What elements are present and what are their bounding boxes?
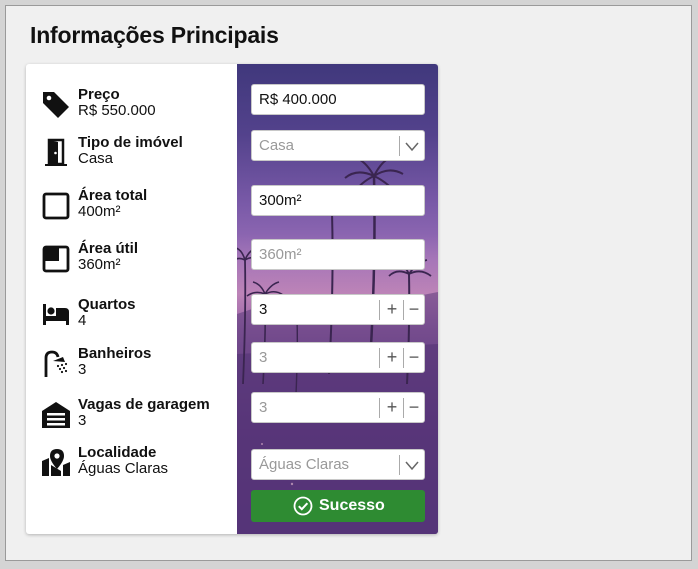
chevron-down-icon[interactable]: [405, 140, 419, 152]
property-list: Preço R$ 550.000 Tipo de imóvel Casa Áre…: [26, 64, 237, 534]
page-title: Informações Principais: [30, 22, 279, 48]
check-circle-icon: [293, 496, 313, 516]
garage-increment-button[interactable]: +: [386, 397, 398, 417]
property-item-bathrooms: Banheiros 3: [26, 345, 237, 385]
rooms-value: 3: [259, 301, 268, 318]
garage-stepper[interactable]: 3 + −: [251, 392, 425, 423]
map-pin-icon: [42, 449, 70, 476]
property-card: Preço R$ 550.000 Tipo de imóvel Casa Áre…: [26, 64, 438, 534]
chevron-down-icon[interactable]: [405, 459, 419, 471]
property-item-type: Tipo de imóvel Casa: [26, 134, 237, 174]
property-label: Área total: [78, 187, 148, 204]
stepper-divider: [403, 300, 404, 320]
stepper-divider: [379, 348, 380, 368]
bathrooms-decrement-button[interactable]: −: [408, 347, 420, 367]
property-item-total-area: Área total 400m²: [26, 187, 237, 227]
useful-area-input[interactable]: 360m²: [251, 239, 425, 270]
rooms-decrement-button[interactable]: −: [408, 299, 420, 319]
price-input-value: R$ 400.000: [259, 91, 337, 108]
property-item-useful-area: Área útil 360m²: [26, 240, 237, 280]
garage-decrement-button[interactable]: −: [408, 397, 420, 417]
stepper-divider: [379, 300, 380, 320]
square-corner-icon: [42, 245, 70, 273]
property-type-placeholder: Casa: [259, 137, 295, 154]
location-select[interactable]: Águas Claras: [251, 449, 425, 480]
property-value: R$ 550.000: [78, 102, 156, 119]
location-placeholder: Águas Claras: [259, 456, 350, 473]
shower-icon: [44, 350, 68, 377]
stepper-divider: [403, 398, 404, 418]
property-item-location: Localidade Águas Claras: [26, 444, 237, 484]
window-frame: Informações Principais Preço R$ 550.000 …: [5, 5, 692, 561]
property-label: Tipo de imóvel: [78, 134, 183, 151]
property-label: Banheiros: [78, 345, 152, 362]
property-label: Área útil: [78, 240, 139, 257]
property-value: 4: [78, 312, 87, 329]
total-area-value: 300m²: [259, 192, 302, 209]
property-value: 400m²: [78, 203, 121, 220]
price-input[interactable]: R$ 400.000: [251, 84, 425, 115]
property-item-rooms: Quartos 4: [26, 296, 237, 336]
property-item-garage: Vagas de garagem 3: [26, 396, 237, 436]
rooms-increment-button[interactable]: +: [386, 299, 398, 319]
stepper-divider: [379, 398, 380, 418]
bed-icon: [43, 304, 69, 325]
square-outline-icon: [42, 192, 70, 220]
rooms-stepper[interactable]: 3 + −: [251, 294, 425, 325]
door-icon: [45, 138, 67, 166]
stepper-divider: [403, 348, 404, 368]
bathrooms-stepper[interactable]: 3 + −: [251, 342, 425, 373]
submit-label: Sucesso: [319, 497, 385, 514]
total-area-input[interactable]: 300m²: [251, 185, 425, 216]
useful-area-placeholder: 360m²: [259, 246, 302, 263]
property-label: Vagas de garagem: [78, 396, 210, 413]
edit-panel: R$ 400.000 Casa 300m² 360m² 3 + −: [237, 64, 438, 534]
property-item-price: Preço R$ 550.000: [26, 86, 237, 126]
bathrooms-increment-button[interactable]: +: [386, 347, 398, 367]
property-label: Quartos: [78, 296, 136, 313]
garage-placeholder: 3: [259, 399, 268, 416]
garage-icon: [42, 402, 70, 428]
property-label: Localidade: [78, 444, 157, 461]
property-type-select[interactable]: Casa: [251, 130, 425, 161]
select-divider: [399, 455, 400, 475]
price-tag-icon: [43, 92, 69, 118]
property-value: 3: [78, 361, 87, 378]
property-value: 3: [78, 412, 87, 429]
submit-success-button[interactable]: Sucesso: [251, 490, 425, 522]
property-value: 360m²: [78, 256, 121, 273]
bathrooms-placeholder: 3: [259, 349, 268, 366]
property-value: Águas Claras: [78, 460, 169, 477]
property-label: Preço: [78, 86, 120, 103]
select-divider: [399, 136, 400, 156]
property-value: Casa: [78, 150, 114, 167]
